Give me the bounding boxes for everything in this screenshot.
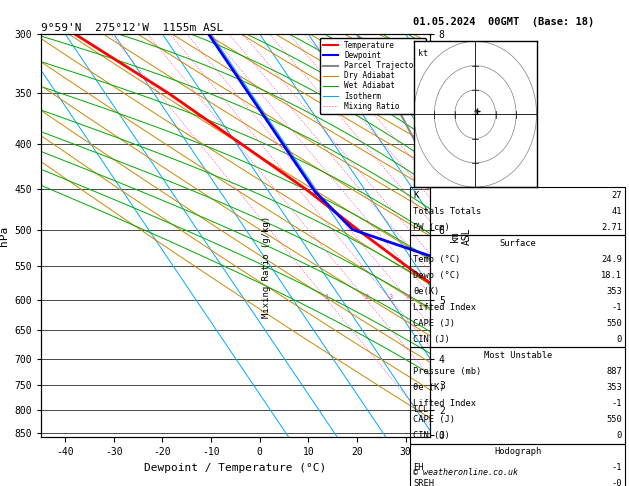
Text: SREH: SREH — [413, 479, 434, 486]
Text: Mixing Ratio (g/kg): Mixing Ratio (g/kg) — [262, 216, 270, 318]
Text: 2.71: 2.71 — [601, 223, 622, 232]
Text: Lifted Index: Lifted Index — [413, 303, 476, 312]
Text: 353: 353 — [606, 287, 622, 296]
Text: θe(K): θe(K) — [413, 287, 440, 296]
Text: Temp (°C): Temp (°C) — [413, 255, 460, 264]
Text: CIN (J): CIN (J) — [413, 335, 450, 344]
Text: CAPE (J): CAPE (J) — [413, 319, 455, 328]
Text: LCL: LCL — [413, 405, 428, 414]
Text: 4: 4 — [406, 294, 411, 299]
Y-axis label: km
ASL: km ASL — [450, 227, 472, 244]
Text: Surface: Surface — [499, 239, 536, 248]
Text: 41: 41 — [611, 207, 622, 216]
Text: 550: 550 — [606, 319, 622, 328]
Text: CIN (J): CIN (J) — [413, 431, 450, 440]
Text: CAPE (J): CAPE (J) — [413, 415, 455, 424]
X-axis label: Dewpoint / Temperature (°C): Dewpoint / Temperature (°C) — [144, 463, 326, 473]
Text: PW (cm): PW (cm) — [413, 223, 450, 232]
Text: -0: -0 — [611, 479, 622, 486]
Text: -1: -1 — [611, 463, 622, 472]
Text: K: K — [413, 191, 418, 200]
Text: 550: 550 — [606, 415, 622, 424]
Y-axis label: hPa: hPa — [0, 226, 9, 246]
Text: 0: 0 — [617, 335, 622, 344]
Text: 353: 353 — [606, 383, 622, 392]
Text: Dewp (°C): Dewp (°C) — [413, 271, 460, 280]
Legend: Temperature, Dewpoint, Parcel Trajectory, Dry Adiabat, Wet Adiabat, Isotherm, Mi: Temperature, Dewpoint, Parcel Trajectory… — [320, 38, 426, 114]
Text: 887: 887 — [606, 367, 622, 376]
Text: 2: 2 — [364, 294, 368, 299]
Text: EH: EH — [413, 463, 424, 472]
Text: 18.1: 18.1 — [601, 271, 622, 280]
Text: © weatheronline.co.uk: © weatheronline.co.uk — [413, 468, 518, 477]
Text: Lifted Index: Lifted Index — [413, 399, 476, 408]
Text: θe (K): θe (K) — [413, 383, 445, 392]
Text: 1: 1 — [325, 294, 329, 299]
Text: kt: kt — [418, 49, 428, 58]
Text: Pressure (mb): Pressure (mb) — [413, 367, 482, 376]
Text: 24.9: 24.9 — [601, 255, 622, 264]
Text: Hodograph: Hodograph — [494, 447, 542, 456]
Text: Most Unstable: Most Unstable — [484, 351, 552, 360]
Text: Totals Totals: Totals Totals — [413, 207, 482, 216]
Text: 3: 3 — [388, 294, 392, 299]
Text: -1: -1 — [611, 303, 622, 312]
Text: 9°59'N  275°12'W  1155m ASL: 9°59'N 275°12'W 1155m ASL — [41, 23, 223, 33]
Text: -1: -1 — [611, 399, 622, 408]
Text: 0: 0 — [617, 431, 622, 440]
Text: 01.05.2024  00GMT  (Base: 18): 01.05.2024 00GMT (Base: 18) — [413, 17, 594, 27]
Text: 27: 27 — [611, 191, 622, 200]
